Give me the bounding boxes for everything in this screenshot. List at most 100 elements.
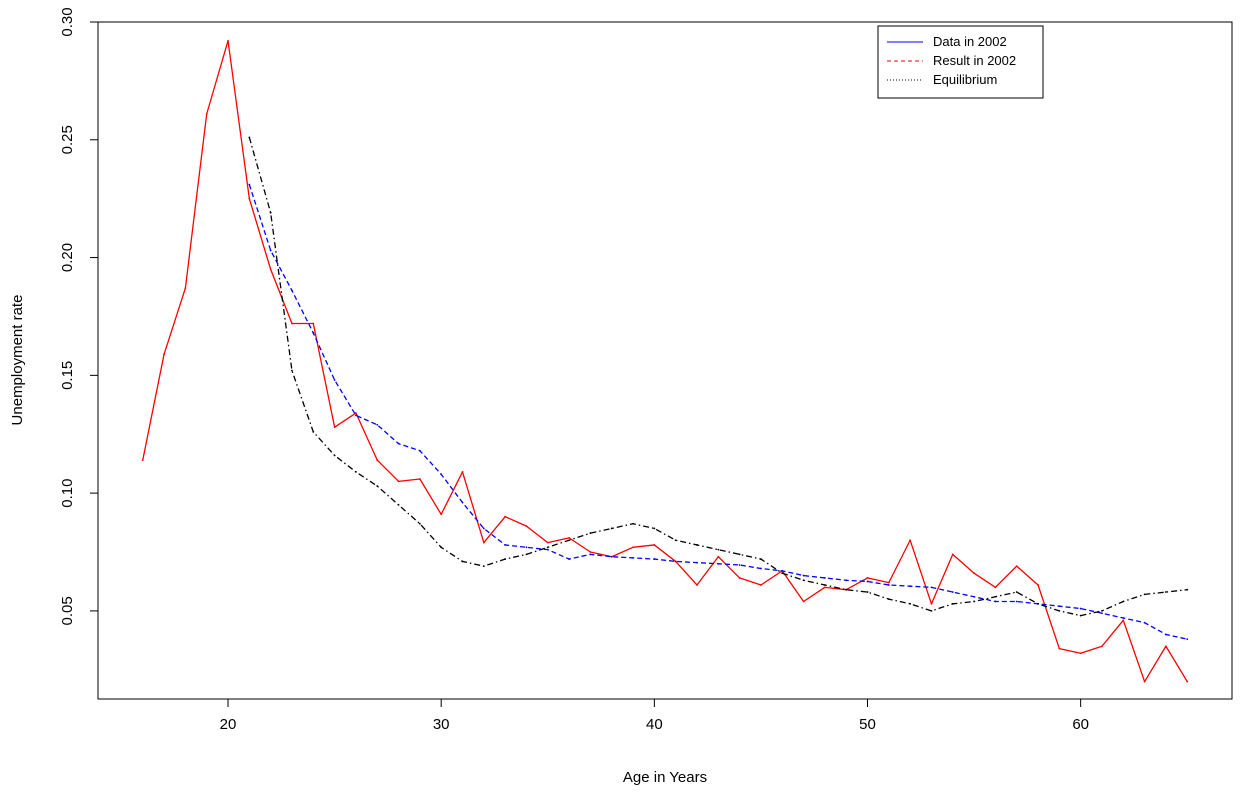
equilibrium-series-line-point xyxy=(269,211,272,214)
data-series-line-point xyxy=(632,556,634,559)
equilibrium-series-line-point xyxy=(823,584,826,586)
data-series-line-point xyxy=(994,600,997,603)
result-series-line-point xyxy=(504,515,507,518)
data-series-line-point xyxy=(802,574,805,577)
result-series-line-point xyxy=(568,536,570,539)
data-series-line-point xyxy=(696,561,698,564)
x-axis-title: Age in Years xyxy=(623,769,707,786)
equilibrium-series-line-point xyxy=(696,544,698,546)
equilibrium-series-line-point xyxy=(525,553,528,556)
data-series-line-point xyxy=(738,564,741,566)
equilibrium-series-line-point xyxy=(1122,600,1125,603)
equilibrium-series-line-point xyxy=(973,600,975,603)
result-series-line-point xyxy=(461,471,464,473)
equilibrium-series-line-point xyxy=(781,572,784,575)
data-series-line-point xyxy=(1143,621,1146,624)
x-tick-label: 50 xyxy=(859,716,876,733)
data-series-line-point xyxy=(440,473,443,476)
data-series-line-point xyxy=(1165,633,1167,636)
equilibrium-series-line-point xyxy=(1058,610,1061,612)
result-series-line-point xyxy=(482,541,485,544)
result-series-line-point xyxy=(312,322,315,325)
legend-box xyxy=(877,25,1044,99)
result-series-line-point xyxy=(333,426,336,429)
result-series-line-point xyxy=(866,577,869,579)
y-axis-title: Unemployment rate xyxy=(9,295,26,426)
data-series-line-point xyxy=(887,584,890,586)
equilibrium-series-line-point xyxy=(653,527,656,530)
equilibrium-series-line-point xyxy=(440,546,443,549)
data-series-line-point xyxy=(973,595,975,598)
equilibrium-series-line-point xyxy=(909,602,912,605)
y-tick-label: 0.15 xyxy=(59,361,76,390)
result-series-line-point xyxy=(1037,584,1039,586)
result-series-line-point xyxy=(227,39,229,42)
result-series-line-point xyxy=(1186,680,1189,683)
equilibrium-series-line-point xyxy=(1079,614,1082,617)
result-series-line-point xyxy=(632,546,634,549)
data-series-line-point xyxy=(909,585,912,588)
result-series-line-point xyxy=(823,586,826,589)
legend: Data in 2002 Result in 2002 Equilibrium xyxy=(877,25,1044,99)
equilibrium-series-line-point xyxy=(760,558,762,560)
equilibrium-series-line-point xyxy=(1165,591,1167,593)
result-series-line-point xyxy=(973,572,975,575)
legend-label-equilibrium: Equilibrium xyxy=(933,72,997,87)
y-tick-label: 0.20 xyxy=(59,243,76,272)
equilibrium-series-line-point xyxy=(802,579,805,582)
data-series-line-point xyxy=(568,558,570,560)
result-series-line-point xyxy=(653,544,656,546)
equilibrium-series-line-point xyxy=(397,503,400,506)
data-series-line-point xyxy=(653,558,656,560)
equilibrium-series-line-point xyxy=(1101,610,1103,612)
equilibrium-series-line xyxy=(248,137,1188,617)
result-series-line-point xyxy=(418,478,421,480)
data-series-line-point xyxy=(845,579,848,582)
y-tick-label: 0.30 xyxy=(59,7,76,36)
equilibrium-series-line-point xyxy=(994,595,997,598)
equilibrium-series-line-point xyxy=(376,485,379,487)
result-series-line-point xyxy=(355,412,357,414)
equilibrium-series-line-point xyxy=(312,430,315,433)
data-series-line-point xyxy=(760,567,762,570)
result-series-line-point xyxy=(1165,645,1167,648)
data-series-line-point xyxy=(1101,612,1103,615)
data-series-line-point xyxy=(1058,605,1061,608)
equilibrium-series-line-point xyxy=(738,553,741,556)
y-tick-label: 0.10 xyxy=(59,479,76,508)
data-series-line-point xyxy=(482,527,485,530)
result-series-line-point xyxy=(760,584,762,586)
result-series-line-point xyxy=(696,584,698,586)
equilibrium-series-line-point xyxy=(546,546,549,549)
y-axis: 0.05 0.10 0.15 0.20 0.25 0.30 xyxy=(59,7,98,626)
result-series-line-point xyxy=(930,602,933,605)
data-series-line-point xyxy=(589,553,592,556)
result-series-line-point xyxy=(589,551,592,553)
data-series-line-point xyxy=(333,379,336,381)
data-series-line-point xyxy=(823,577,826,579)
result-series-line-point xyxy=(909,539,912,542)
result-series-line-point xyxy=(376,459,379,462)
equilibrium-series-line-point xyxy=(1015,591,1018,593)
data-series-line-point xyxy=(781,569,784,572)
x-tick-label: 20 xyxy=(220,716,237,733)
data-series-line-point xyxy=(312,332,315,334)
equilibrium-series-line-point xyxy=(568,539,570,542)
result-series-line-point xyxy=(291,322,293,325)
legend-label-result: Result in 2002 xyxy=(933,53,1016,68)
data-series-line-point xyxy=(1079,607,1082,610)
equilibrium-series-line-point xyxy=(887,598,890,601)
equilibrium-series-line-point xyxy=(418,522,421,525)
data-series-line xyxy=(248,184,1188,640)
data-series-line-point xyxy=(461,501,464,504)
result-series-line-point xyxy=(141,459,144,462)
result-series-line-point xyxy=(994,586,997,589)
equilibrium-series-line-point xyxy=(674,539,677,542)
data-series-line-point xyxy=(930,586,933,589)
result-series-line-point xyxy=(1122,619,1125,622)
data-series-line-point xyxy=(866,580,869,583)
result-series-line-point xyxy=(1079,652,1082,655)
plot-frame xyxy=(97,21,1233,700)
result-series-line-point xyxy=(163,353,165,356)
